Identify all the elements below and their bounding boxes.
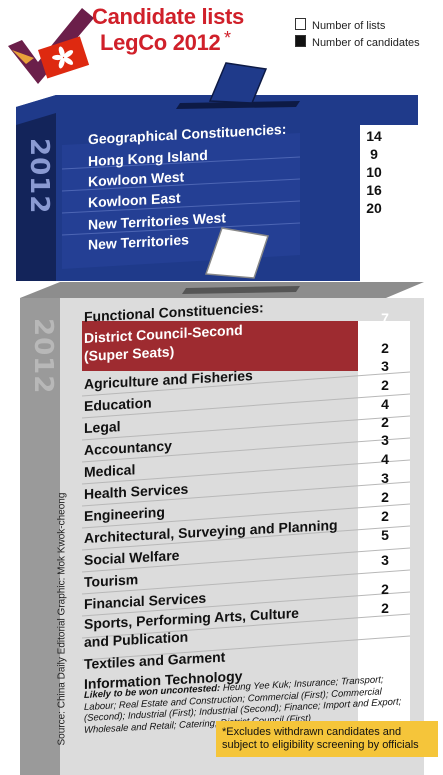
fc-item-count: 3 [381,470,389,486]
hk-flag-icon [38,36,90,79]
fc-item-count: 2 [381,414,389,430]
legend-black-square-icon [295,35,306,47]
page-title-line2: LegCo 2012 [100,30,221,55]
fc-item-count: 2 [381,340,389,356]
fc-item-count: 2 [381,508,389,524]
legend-candidates-label: Number of candidates [312,37,420,49]
fc-item-label: Tourism [84,571,139,590]
title-asterisk: * [224,28,232,48]
gc-item-count: 20 [366,200,382,216]
blue-box-year: 2012 [24,138,54,215]
gray-ballot-box [20,227,424,775]
legend-candidates: Number of candidates [295,35,420,49]
source-credit: Source: China Daily Editorial Graphic: M… [56,492,68,746]
fc-item-count: 5 [381,527,389,543]
fc-item-count: 2 [381,581,389,597]
footnote: *Excludes withdrawn candidates and subje… [216,721,438,757]
fc-item-count: 3 [381,432,389,448]
fc-item-count: 2 [381,377,389,393]
logo-check-flag [8,8,94,84]
geographical-heading-count: 14 [366,128,382,144]
gray-box-year: 2012 [28,318,58,395]
legend-lists-label: Number of lists [312,20,386,32]
gc-item-count: 10 [366,164,382,180]
fc-item-count: 2 [381,489,389,505]
check-mark-icon [8,8,94,84]
fc-item-count: 4 [381,451,389,467]
fc-item-label: Medical [84,461,136,480]
fc-item-label: Legal [84,418,121,436]
page-title-line1: Candidate lists [92,4,244,29]
legend-lists: Number of lists [295,18,385,32]
fc-item-count: 3 [381,358,389,374]
fc-item-count: 3 [381,552,389,568]
fc-item-count: 2 [381,600,389,616]
legend-white-square-icon [295,18,306,30]
fc-item-count: 4 [381,396,389,412]
functional-heading-count: 7 [381,310,389,326]
gc-item-count: 9 [370,146,378,162]
gc-item-count: 16 [366,182,382,198]
